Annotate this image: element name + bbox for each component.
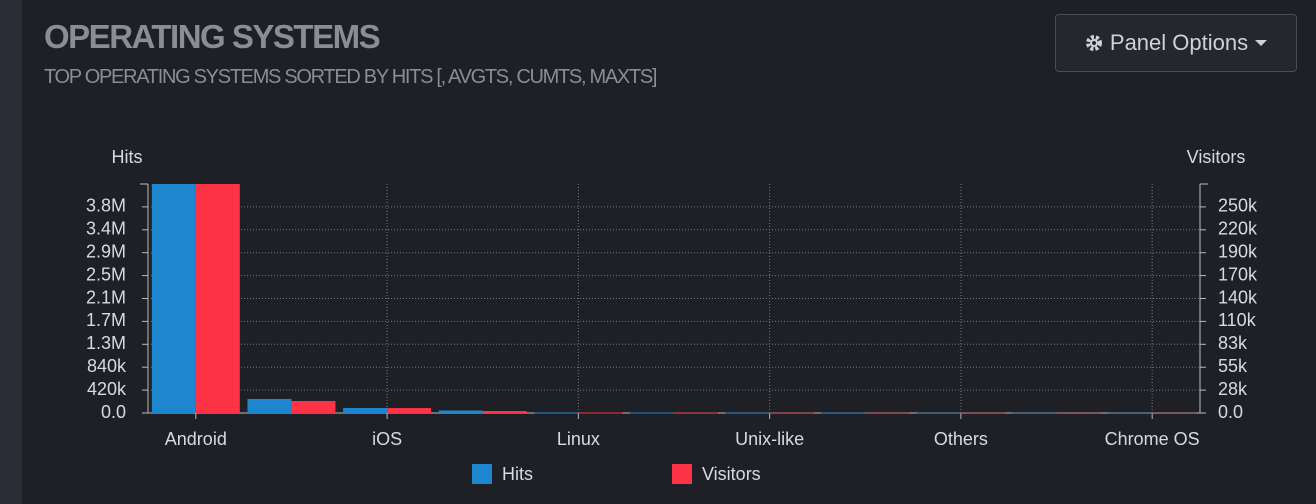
y2-tick-label: 0.0: [1218, 402, 1243, 422]
y2-axis-title: Visitors: [1187, 147, 1246, 167]
bar: [630, 412, 674, 414]
y2-tick-label: 28k: [1218, 379, 1248, 399]
y2-tick-label: 110k: [1218, 310, 1257, 330]
bar: [1012, 412, 1057, 414]
bar: [1108, 412, 1153, 414]
gear-icon: [1085, 35, 1102, 51]
y-tick-label: 2.5M: [86, 264, 126, 284]
x-tick-label: Linux: [557, 429, 600, 449]
bar: [725, 412, 770, 414]
x-tick-label: iOS: [372, 429, 402, 449]
y2-tick-label: 83k: [1218, 333, 1248, 353]
x-tick-label: Android: [165, 429, 227, 449]
button-label: Panel Options: [1109, 30, 1249, 55]
bar: [916, 412, 961, 414]
bar: [438, 410, 483, 413]
bar: [195, 184, 240, 413]
bar: [674, 412, 718, 414]
y2-tick-label: 250k: [1218, 196, 1258, 216]
y-tick-label: 840k: [87, 356, 127, 376]
panel-subtitle: TOP OPERATING SYSTEMS SORTED BY HITS [, …: [44, 66, 657, 88]
bar: [1152, 412, 1197, 414]
y2-tick-label: 170k: [1218, 264, 1258, 284]
bar: [387, 408, 432, 413]
y-tick-label: 2.1M: [86, 287, 126, 307]
legend-swatch: [472, 464, 492, 484]
y-tick-label: 3.4M: [86, 219, 126, 239]
y-tick-label: 420k: [87, 379, 127, 399]
legend-label: Visitors: [702, 464, 761, 484]
bar: [1056, 412, 1101, 414]
bar: [291, 401, 336, 413]
bar: [534, 412, 579, 414]
y2-tick-label: 190k: [1218, 241, 1258, 261]
y-tick-label: 1.3M: [86, 333, 126, 353]
y2-tick-label: 220k: [1218, 219, 1258, 239]
y-tick-label: 2.9M: [86, 241, 126, 261]
x-tick-label: Unix-like: [735, 429, 804, 449]
bar: [821, 412, 866, 414]
panel-options-button[interactable]: Panel Options: [1055, 14, 1297, 72]
bar: [769, 412, 814, 414]
bar: [865, 412, 910, 414]
x-tick-label: Chrome OS: [1105, 429, 1200, 449]
panel-title: OPERATING SYSTEMS: [44, 18, 381, 55]
bar: [960, 412, 1005, 414]
bar: [482, 411, 527, 413]
y2-tick-label: 55k: [1218, 356, 1248, 376]
legend-label: Hits: [502, 464, 533, 484]
y2-tick-label: 140k: [1218, 287, 1258, 307]
bar: [151, 184, 196, 413]
bar: [578, 412, 623, 414]
legend-swatch: [672, 464, 692, 484]
x-tick-label: Others: [934, 429, 988, 449]
bar: [343, 407, 388, 413]
y-tick-label: 3.8M: [86, 196, 126, 216]
caret-icon: [1255, 40, 1268, 46]
y-tick-label: 1.7M: [86, 310, 126, 330]
bar: [247, 398, 292, 413]
y-tick-label: 0.0: [101, 402, 126, 422]
y-axis-title: Hits: [112, 147, 143, 167]
sidebar-strip: [0, 0, 22, 504]
